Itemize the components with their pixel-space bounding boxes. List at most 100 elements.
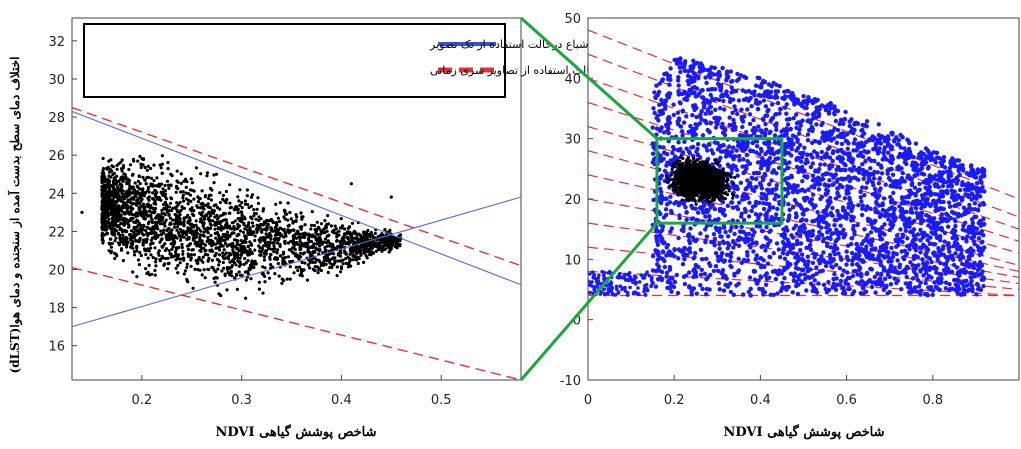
scatter-point [291,221,294,224]
scatter-point [240,254,243,257]
scatter-point [386,244,389,247]
scatter-point [821,269,825,273]
scatter-point [861,154,865,158]
scatter-point [187,202,190,205]
scatter-point [303,251,306,254]
scatter-point [315,229,318,232]
scatter-point [705,234,709,238]
scatter-point [672,247,676,251]
scatter-point [765,237,769,241]
scatter-point [191,213,194,216]
scatter-point [152,256,155,259]
scatter-point [177,217,180,220]
scatter-point [252,214,255,217]
scatter-point [311,210,314,213]
scatter-point [780,281,784,285]
scatter-point [154,260,157,263]
scatter-point [967,225,971,229]
scatter-point [865,271,869,275]
scatter-point [705,148,709,152]
scatter-point [918,292,922,296]
scatter-point [135,215,138,218]
scatter-point [206,226,209,229]
scatter-point [105,187,108,190]
scatter-point [905,175,909,179]
scatter-point [860,242,864,246]
scatter-point [121,158,124,161]
scatter-point [665,152,669,156]
scatter-point [314,261,317,264]
scatter-point [889,282,893,286]
x-tick-label: 0.2 [132,393,153,408]
scatter-point [286,219,289,222]
scatter-point [116,225,119,228]
scatter-point [149,214,152,217]
scatter-point [199,217,202,220]
scatter-point [190,209,193,212]
scatter-point [105,223,108,226]
scatter-point [148,264,151,267]
scatter-point [155,176,158,179]
scatter-point [166,211,169,214]
scatter-point [822,283,826,287]
scatter-point [283,240,286,243]
scatter-point [108,224,111,227]
scatter-point [770,102,774,106]
scatter-point [228,202,231,205]
scatter-point [144,267,147,270]
scatter-point [845,184,849,188]
scatter-point [849,236,853,240]
scatter-point [359,253,362,256]
y-tick-label: 20 [48,263,65,278]
scatter-point [190,253,193,256]
scatter-point [276,241,279,244]
scatter-point [176,257,179,260]
scatter-point [801,94,805,98]
scatter-point [840,168,844,172]
scatter-point [783,94,787,98]
scatter-point [299,211,302,214]
scatter-point [370,231,373,234]
scatter-point [726,74,730,78]
scatter-point [875,271,879,275]
scatter-point [175,267,178,270]
scatter-point [138,222,141,225]
scatter-point [772,197,776,201]
scatter-point [152,164,155,167]
scatter-point [259,251,262,254]
scatter-point [776,194,780,198]
scatter-point [272,250,275,253]
scatter-point [778,84,782,88]
scatter-point [202,225,205,228]
scatter-point [836,149,840,153]
scatter-point [924,271,928,275]
scatter-point [256,196,259,199]
scatter-point [252,230,255,233]
scatter-point [737,98,741,102]
scatter-point [860,134,864,138]
scatter-point [152,242,155,245]
scatter-point [115,195,118,198]
scatter-point [707,130,711,134]
scatter-point [323,256,326,259]
scatter-point [154,221,157,224]
scatter-point [114,237,117,240]
scatter-point [275,250,278,253]
scatter-point [232,231,235,234]
scatter-point [906,218,910,222]
scatter-point [250,205,253,208]
scatter-point [118,198,121,201]
scatter-point [172,241,175,244]
scatter-point [326,235,329,238]
scatter-point [167,184,170,187]
scatter-point [193,253,196,256]
scatter-point [247,251,250,254]
scatter-point [351,222,354,225]
scatter-point [936,192,940,196]
scatter-point [322,261,325,264]
scatter-point [823,172,827,176]
scatter-point [142,239,145,242]
scatter-point [181,207,184,210]
scatter-point [270,248,273,251]
scatter-point [338,244,341,247]
